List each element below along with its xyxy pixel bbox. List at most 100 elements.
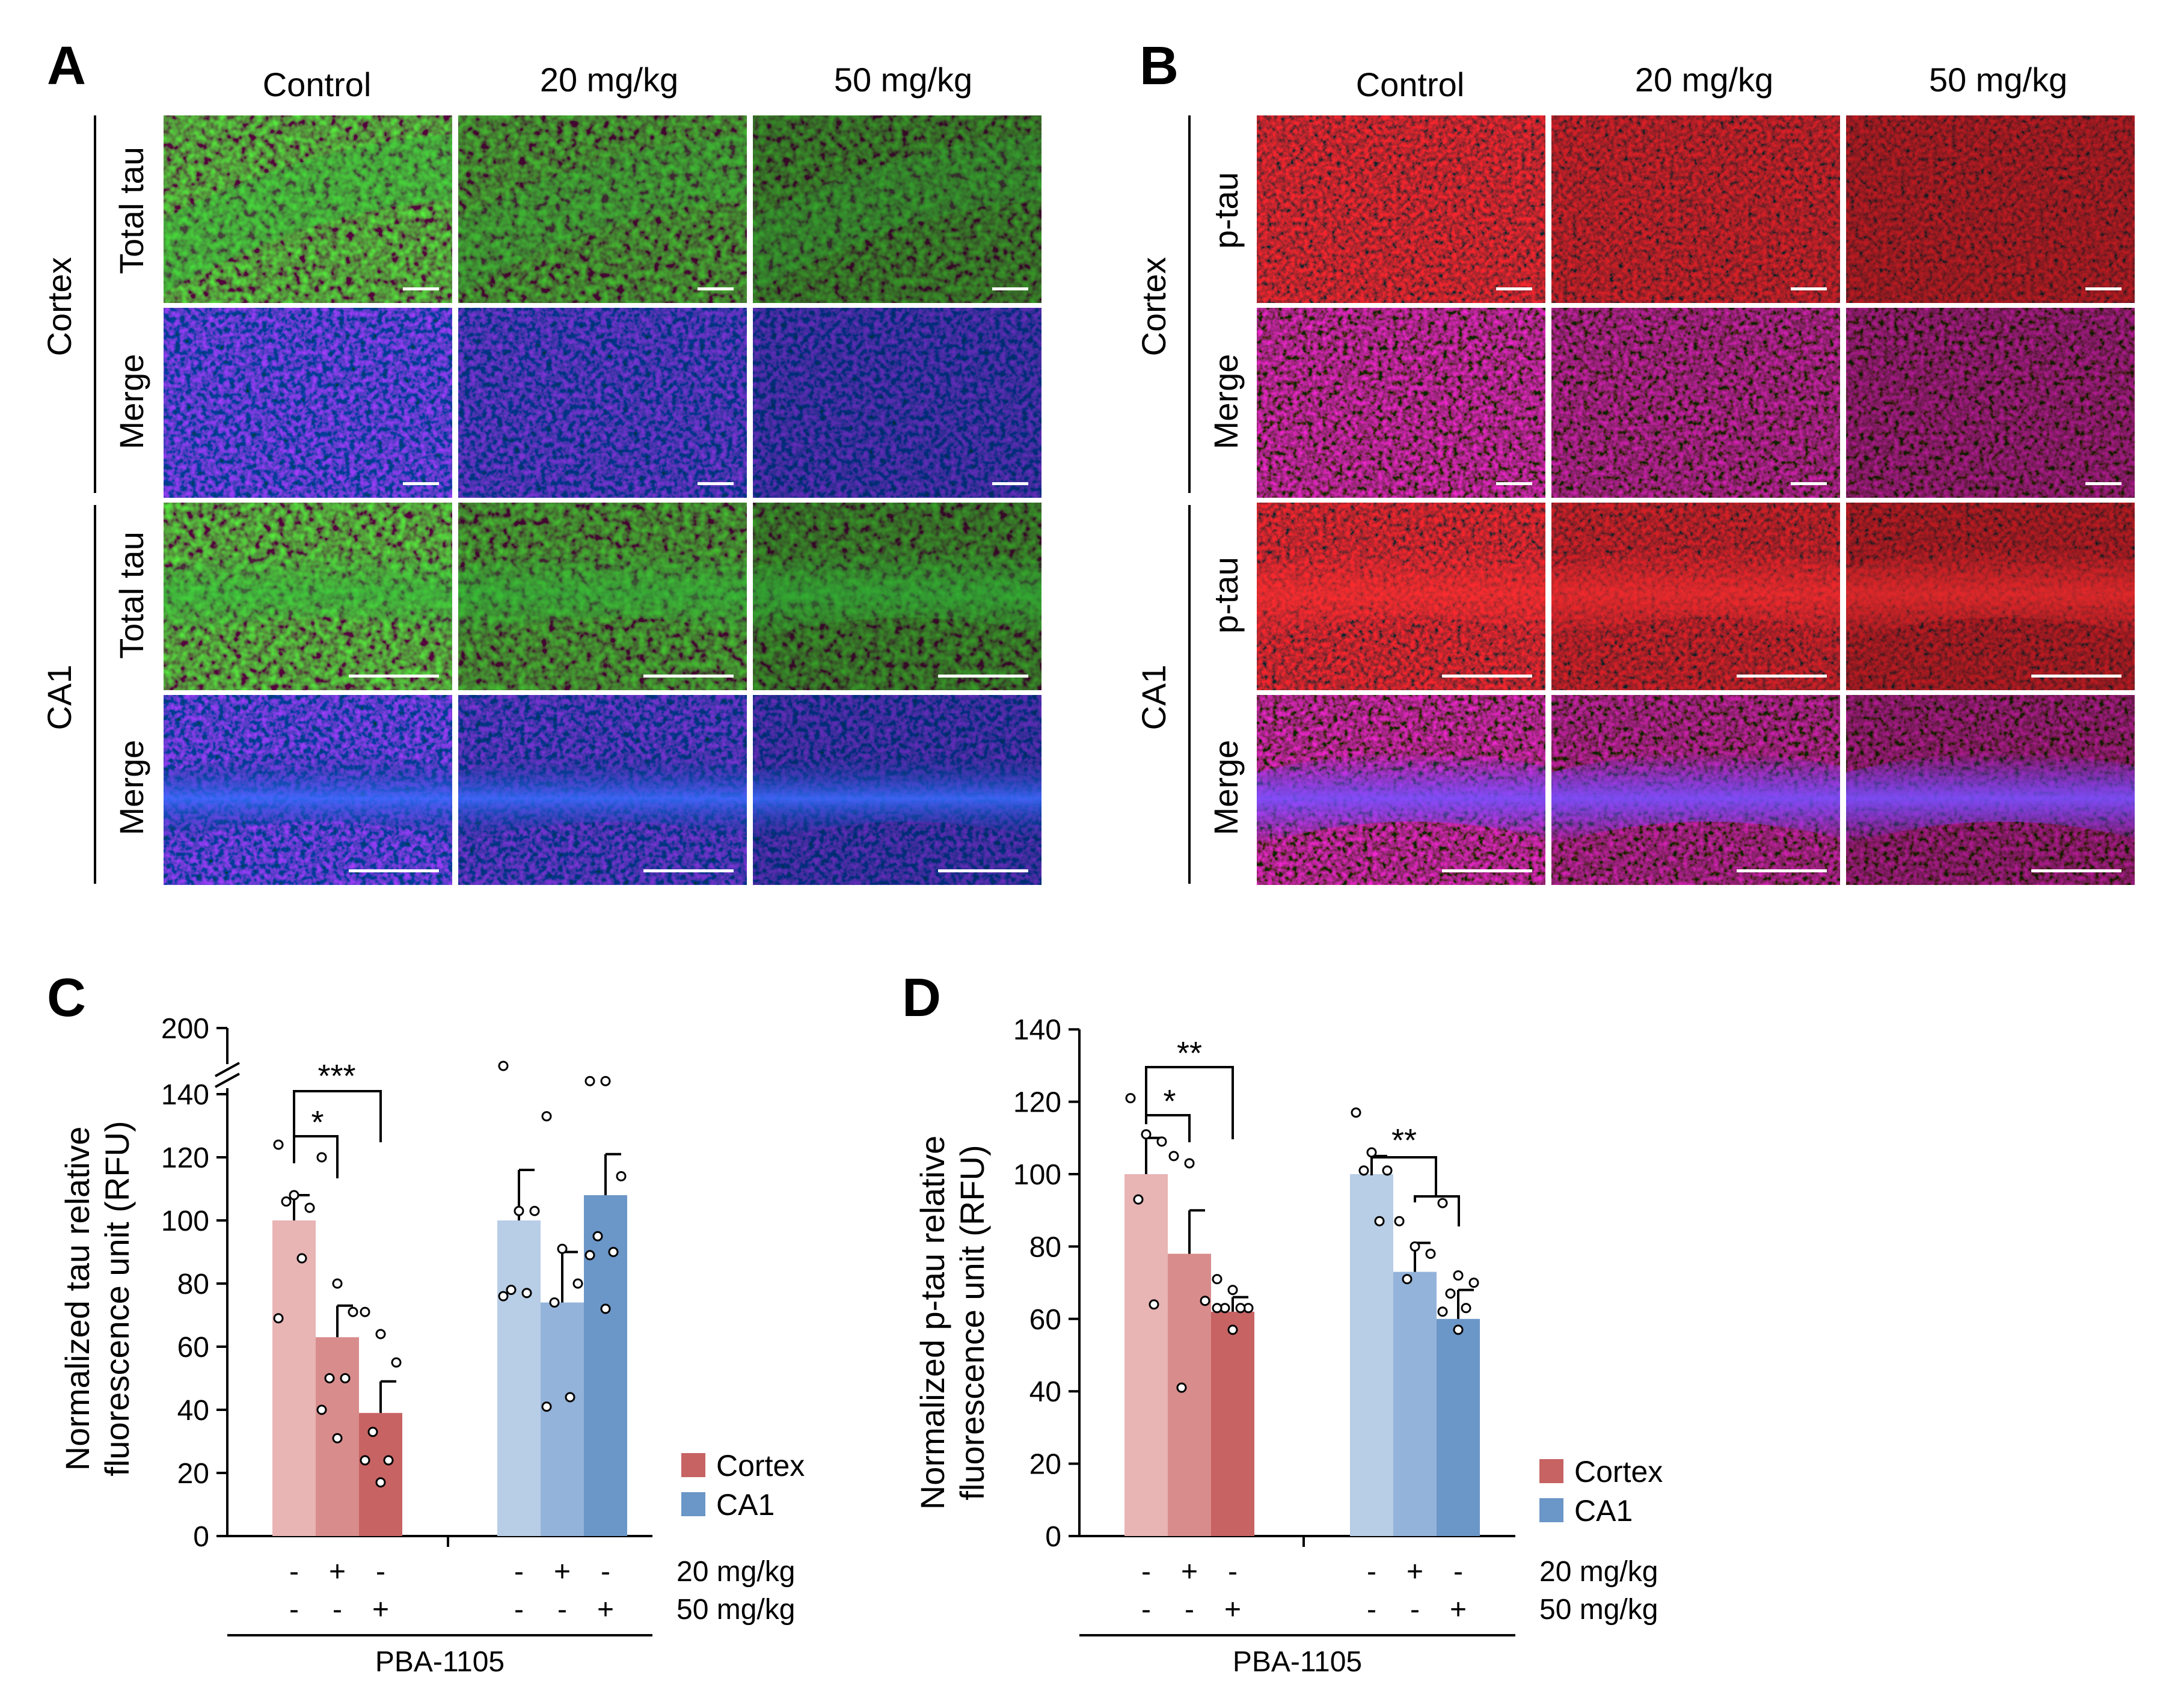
data-point: [584, 1076, 595, 1086]
micrograph-image: [1257, 695, 1545, 885]
y-tick-label: 140: [161, 1079, 209, 1111]
data-point: [1212, 1303, 1222, 1314]
data-point: [332, 1433, 343, 1443]
panel-letter-a: A: [47, 36, 86, 96]
micrograph-image: [1257, 308, 1545, 498]
y-tick-label: 100: [1013, 1159, 1061, 1191]
axis-break-mark: [215, 1073, 240, 1088]
y-tick-label: 80: [1029, 1231, 1061, 1263]
data-point: [273, 1139, 284, 1150]
y-tick-label: 20: [177, 1458, 209, 1490]
data-point: [514, 1205, 524, 1216]
legend-label: CA1: [1574, 1494, 1633, 1528]
scale-bar: [643, 675, 734, 678]
data-point: [289, 1190, 299, 1201]
data-point: [1212, 1274, 1222, 1285]
col-header-50-b: 50 mg/kg: [1929, 61, 2067, 99]
y-tick-label: 0: [193, 1521, 209, 1553]
data-point: [1358, 1165, 1369, 1176]
bar: [1437, 1318, 1480, 1536]
legend-swatch: [1539, 1459, 1563, 1483]
significance-bracket: [293, 1135, 339, 1178]
y-tick-label: 140: [1013, 1014, 1061, 1046]
y-tick-label: 120: [161, 1142, 209, 1174]
panel-b-micrographs: B Control 20 mg/kg 50 mg/kg Cortex CA1 p…: [1135, 36, 2135, 885]
data-point: [1227, 1324, 1238, 1335]
y-tick-label: 120: [1013, 1087, 1061, 1119]
scale-bar: [2085, 482, 2121, 485]
scale-bar: [1737, 869, 1827, 872]
scale-bar: [1737, 675, 1827, 678]
condition-marker: +: [372, 1594, 389, 1626]
data-point: [565, 1392, 575, 1403]
legend-swatch: [1539, 1498, 1563, 1522]
micrograph-image: [164, 503, 452, 690]
y-tick-label: 80: [177, 1269, 209, 1300]
data-point: [1453, 1270, 1464, 1281]
data-point: [1453, 1324, 1464, 1335]
region-label-cortex: Cortex: [40, 257, 78, 357]
data-point: [1235, 1303, 1246, 1314]
row-label-merge-1: Merge: [112, 354, 150, 450]
significance-bracket: [1145, 1066, 1234, 1139]
condition-marker: -: [1367, 1594, 1376, 1626]
axis-break-mark: [215, 1062, 240, 1077]
micrograph-image: [753, 695, 1041, 885]
data-point: [367, 1427, 378, 1437]
micrograph-image: [1257, 503, 1545, 690]
condition-marker: +: [329, 1556, 346, 1588]
row-label-merge-2: Merge: [112, 740, 150, 836]
data-point: [529, 1205, 540, 1216]
condition-marker: -: [557, 1594, 567, 1626]
scale-bar: [698, 287, 734, 290]
data-point: [360, 1455, 370, 1466]
micrograph-image: [458, 503, 747, 690]
condition-marker: -: [289, 1594, 299, 1626]
scale-bar: [2031, 869, 2121, 872]
row-label-ptau-1: p-tau: [1207, 172, 1245, 249]
micrograph-image: [753, 115, 1041, 303]
condition-marker: +: [1224, 1594, 1241, 1626]
condition-marker: -: [1410, 1594, 1420, 1626]
data-point: [304, 1202, 315, 1213]
legend-swatch: [681, 1453, 705, 1477]
scale-bar: [1496, 482, 1532, 485]
legend-label: CA1: [716, 1488, 775, 1522]
data-point: [383, 1455, 394, 1466]
micrograph-image: [164, 115, 452, 303]
col-header-control-b: Control: [1356, 66, 1465, 103]
panel-letter-d: D: [902, 968, 941, 1028]
scale-bar: [2085, 287, 2121, 290]
condition-marker: -: [376, 1556, 385, 1588]
condition-marker: +: [1181, 1556, 1198, 1588]
micrograph-image: [1551, 115, 1840, 303]
y-tick-label: 200: [161, 1013, 209, 1045]
significance-label: **: [1177, 1035, 1202, 1071]
data-point: [348, 1306, 358, 1317]
data-point: [1351, 1107, 1361, 1118]
panel-d-chart: D Normalized p-tau relativefluorescence …: [902, 968, 1663, 1678]
data-point: [557, 1243, 568, 1254]
scale-bar: [403, 287, 439, 290]
data-point: [584, 1250, 595, 1261]
data-point: [1382, 1165, 1393, 1176]
scale-bar: [698, 482, 734, 485]
bar: [584, 1195, 627, 1536]
condition-label-50: 50 mg/kg: [1539, 1594, 1658, 1626]
scale-bar: [938, 869, 1028, 872]
data-point: [316, 1404, 327, 1415]
condition-marker: +: [554, 1556, 571, 1588]
data-point: [1133, 1194, 1144, 1205]
y-tick-label: 60: [1029, 1304, 1061, 1336]
bar: [1211, 1311, 1254, 1536]
y-tick-label: 0: [1045, 1521, 1061, 1553]
col-header-50: 50 mg/kg: [834, 61, 972, 99]
region-label-ca1: CA1: [40, 665, 78, 730]
data-point: [1366, 1147, 1377, 1158]
condition-marker: +: [1450, 1594, 1467, 1626]
condition-label-50: 50 mg/kg: [676, 1594, 795, 1626]
micrograph-image: [753, 308, 1041, 498]
scale-bar: [349, 869, 439, 872]
data-point: [600, 1303, 611, 1314]
condition-marker: -: [289, 1556, 299, 1588]
